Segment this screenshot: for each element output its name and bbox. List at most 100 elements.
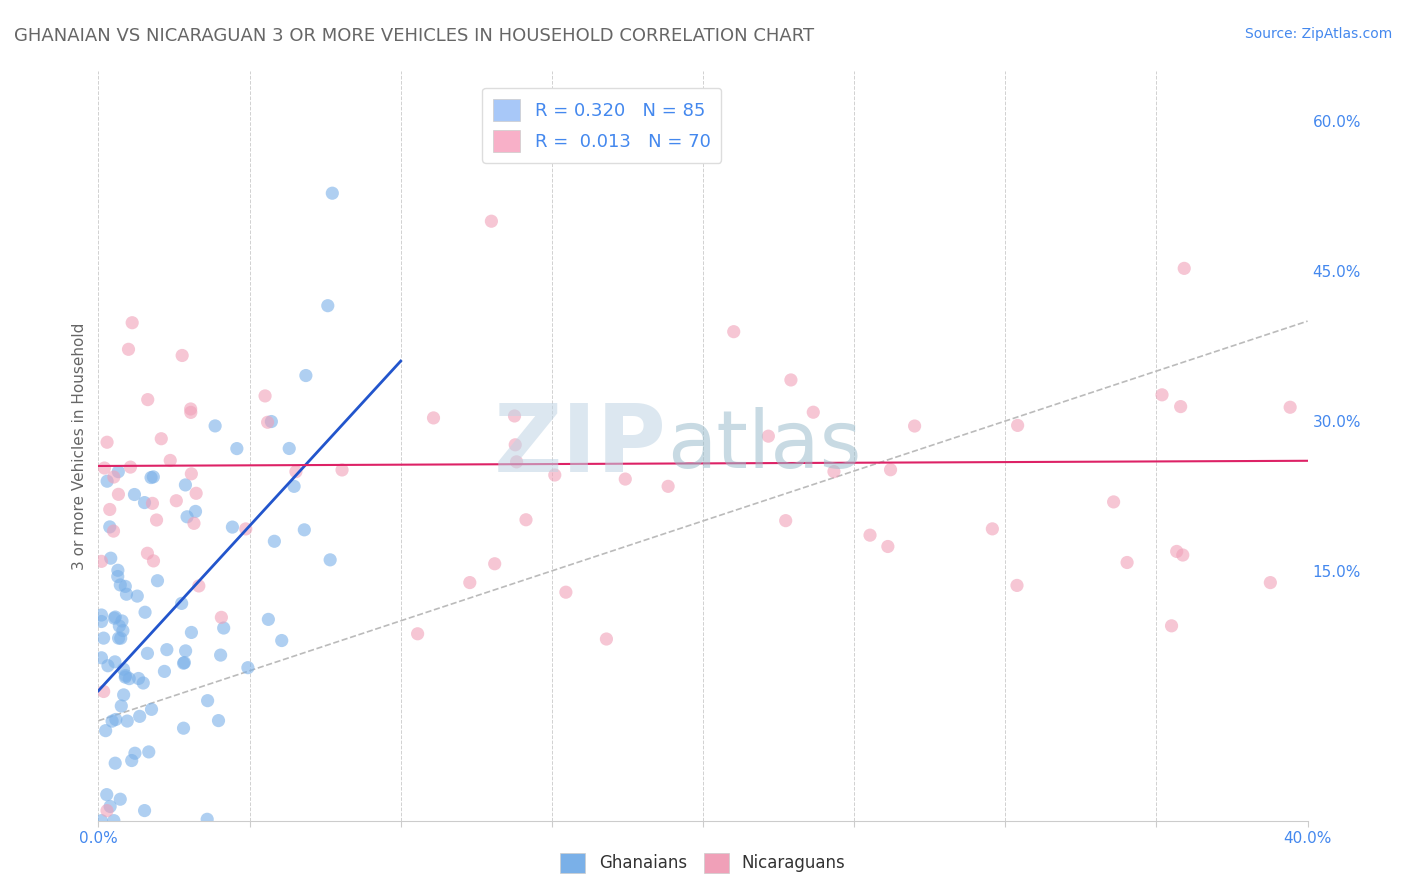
- Point: [104, 756, 127, 771]
- Point: [505, 455, 527, 469]
- Point: [142, 470, 165, 484]
- Point: [103, 470, 125, 484]
- Point: [859, 528, 882, 542]
- Point: [484, 557, 506, 571]
- Point: [142, 554, 165, 568]
- Point: [173, 721, 195, 735]
- Point: [1170, 400, 1192, 414]
- Point: [139, 470, 162, 484]
- Point: [1007, 418, 1029, 433]
- Point: [1116, 556, 1139, 570]
- Point: [657, 479, 679, 493]
- Point: [108, 619, 131, 633]
- Point: [503, 409, 526, 423]
- Point: [90, 650, 112, 665]
- Point: [1173, 261, 1195, 276]
- Point: [96, 788, 118, 802]
- Point: [180, 467, 202, 481]
- Point: [134, 605, 156, 619]
- Point: [316, 299, 339, 313]
- Point: [121, 754, 143, 768]
- Point: [107, 487, 129, 501]
- Point: [115, 587, 138, 601]
- Point: [128, 672, 150, 686]
- Point: [283, 479, 305, 493]
- Legend: Ghanaians, Nicaraguans: Ghanaians, Nicaraguans: [554, 847, 852, 880]
- Point: [780, 373, 803, 387]
- Point: [186, 486, 208, 500]
- Point: [1260, 575, 1282, 590]
- Point: [823, 465, 845, 479]
- Point: [117, 343, 139, 357]
- Point: [101, 714, 124, 728]
- Point: [235, 522, 257, 536]
- Text: Source: ZipAtlas.com: Source: ZipAtlas.com: [1244, 27, 1392, 41]
- Point: [128, 709, 150, 723]
- Point: [107, 465, 129, 479]
- Point: [90, 615, 112, 629]
- Point: [422, 411, 444, 425]
- Point: [110, 632, 132, 646]
- Point: [110, 578, 132, 592]
- Point: [141, 496, 163, 510]
- Point: [120, 460, 142, 475]
- Point: [124, 746, 146, 760]
- Point: [103, 814, 125, 828]
- Point: [107, 569, 129, 583]
- Point: [775, 514, 797, 528]
- Point: [184, 504, 207, 518]
- Point: [321, 186, 343, 201]
- Point: [904, 419, 927, 434]
- Point: [209, 610, 232, 624]
- Point: [207, 714, 229, 728]
- Point: [195, 812, 218, 826]
- Point: [165, 493, 187, 508]
- Point: [134, 495, 156, 509]
- Point: [114, 668, 136, 682]
- Point: [209, 648, 232, 662]
- Point: [104, 610, 127, 624]
- Point: [981, 522, 1004, 536]
- Point: [103, 611, 125, 625]
- Point: [544, 468, 567, 483]
- Point: [406, 627, 429, 641]
- Point: [94, 723, 117, 738]
- Point: [136, 392, 159, 407]
- Point: [180, 401, 202, 416]
- Point: [93, 684, 115, 698]
- Point: [170, 596, 193, 610]
- Point: [260, 415, 283, 429]
- Point: [127, 589, 149, 603]
- Point: [141, 702, 163, 716]
- Point: [254, 389, 277, 403]
- Point: [595, 632, 617, 646]
- Point: [112, 688, 135, 702]
- Point: [221, 520, 243, 534]
- Point: [114, 579, 136, 593]
- Point: [136, 646, 159, 660]
- Point: [278, 442, 301, 456]
- Point: [197, 693, 219, 707]
- Y-axis label: 3 or more Vehicles in Household: 3 or more Vehicles in Household: [72, 322, 87, 570]
- Point: [96, 804, 118, 818]
- Point: [93, 631, 115, 645]
- Point: [187, 579, 209, 593]
- Point: [173, 657, 195, 671]
- Point: [1150, 388, 1173, 402]
- Point: [876, 540, 898, 554]
- Point: [256, 415, 278, 429]
- Point: [111, 624, 134, 638]
- Point: [145, 513, 167, 527]
- Text: ZIP: ZIP: [494, 400, 666, 492]
- Point: [174, 478, 197, 492]
- Point: [117, 714, 139, 728]
- Point: [174, 644, 197, 658]
- Point: [503, 438, 526, 452]
- Point: [330, 463, 353, 477]
- Point: [225, 442, 247, 456]
- Point: [114, 670, 136, 684]
- Point: [515, 513, 537, 527]
- Point: [124, 487, 146, 501]
- Point: [236, 661, 259, 675]
- Point: [263, 534, 285, 549]
